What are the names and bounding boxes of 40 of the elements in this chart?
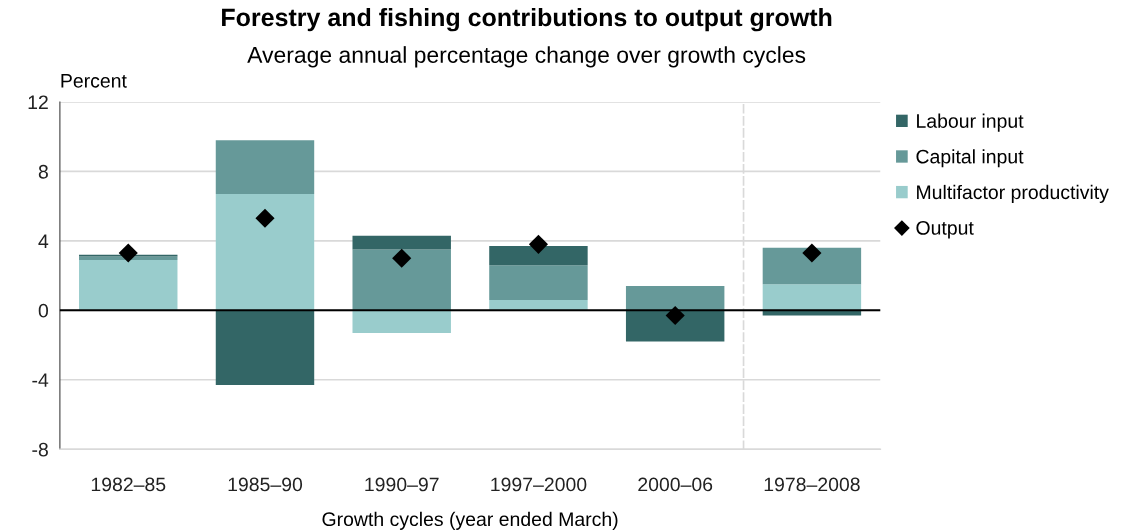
bar [762, 247, 862, 285]
x-tick-label: 1978–2008 [764, 477, 860, 492]
point [528, 234, 549, 254]
x-tick-label: 1997–2000 [491, 477, 587, 492]
bar [215, 310, 315, 385]
bar [489, 246, 588, 266]
bar [625, 310, 725, 342]
bar [215, 140, 315, 194]
y-tick-label: 4 [38, 234, 49, 248]
point [802, 243, 822, 263]
bar [352, 249, 451, 311]
x-tick-label: 1990–97 [365, 477, 439, 492]
y-axis-title: Percent [61, 74, 127, 88]
bar [762, 310, 862, 316]
legend-label: Capital input [916, 149, 1024, 168]
point [118, 243, 138, 263]
chart-title: Forestry and fishing contributions to output growth [222, 7, 832, 32]
y-tick-label: -8 [32, 442, 48, 457]
point [665, 305, 685, 326]
point [255, 208, 275, 228]
x-tick-label: 1985–90 [228, 477, 303, 492]
bar [79, 259, 178, 311]
bar [489, 265, 588, 300]
bar [762, 284, 862, 311]
x-tick-label: 1982–85 [91, 477, 166, 492]
bar [215, 193, 315, 311]
x-tick-label: 2000–06 [638, 477, 713, 492]
y-tick-label: 8 [38, 164, 48, 179]
point [392, 248, 412, 268]
chart-subtitle: Average annual percentage change over growth cycles [247, 46, 806, 68]
legend-label: Output [916, 221, 974, 239]
y-tick-label: -4 [32, 373, 49, 387]
y-tick-label: 0 [38, 303, 49, 318]
bar [352, 310, 451, 333]
legend-label: Labour input [917, 113, 1024, 132]
y-tick-label: 12 [28, 95, 48, 109]
legend-label: Multifactor productivity [917, 184, 1109, 203]
bar [352, 235, 451, 250]
bar [625, 286, 725, 311]
x-axis-title: Growth cycles (year ended March) [322, 511, 618, 530]
